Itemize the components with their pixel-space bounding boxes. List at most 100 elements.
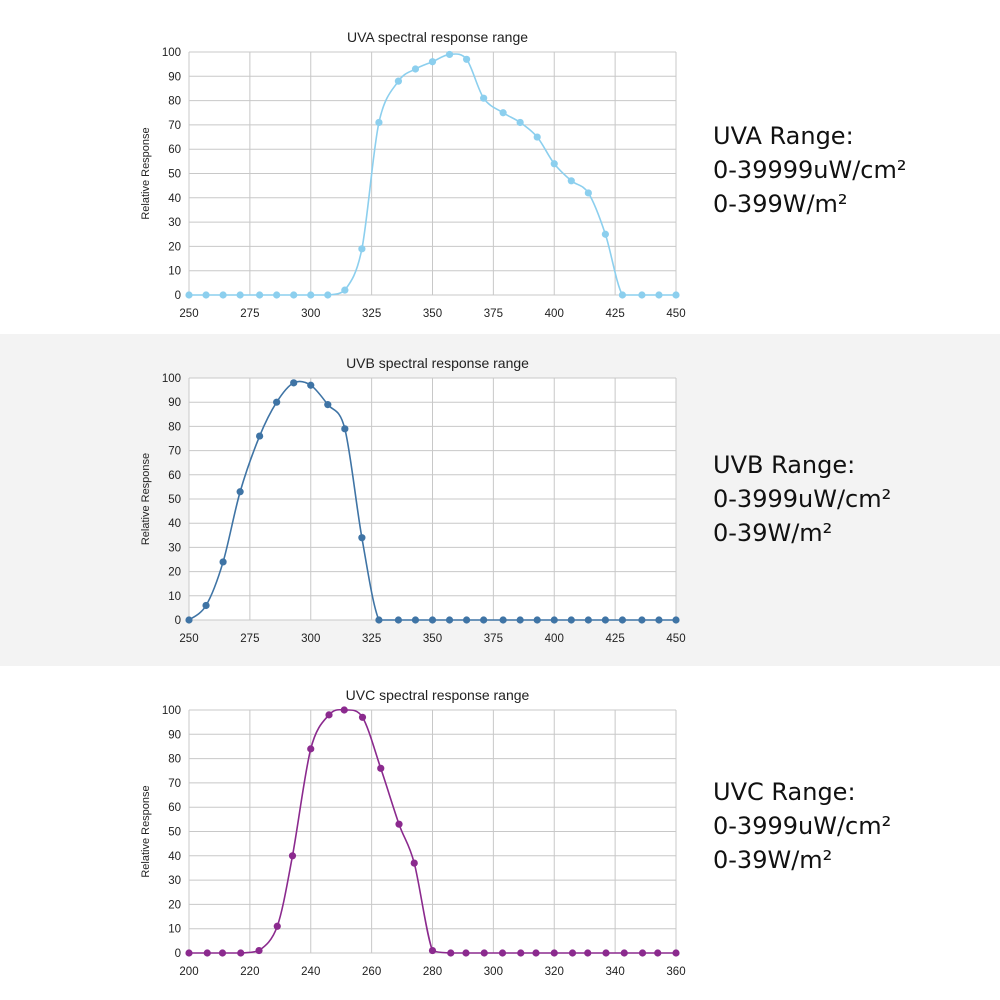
uva-data-point [256, 291, 264, 299]
uvc-range-heading: UVC Range: [713, 778, 856, 806]
uva-data-point [618, 291, 627, 299]
uva-range-uwcm2: 0-39999uW/cm² [713, 156, 907, 184]
uvc-data-point [517, 949, 525, 957]
uvc-data-point [532, 949, 540, 957]
uva-xtick-label: 325 [362, 308, 381, 320]
uva-data-point [411, 65, 420, 73]
uvb-ylabel: Relative Response [140, 453, 152, 545]
uvc-xtick-label: 280 [423, 966, 442, 978]
uva-data-point [358, 245, 366, 253]
uvc-data-point [428, 946, 437, 955]
uvb-xtick-label: 450 [666, 633, 685, 645]
uvb-ytick-label: 80 [168, 421, 181, 433]
uvc-data-point [325, 711, 333, 719]
uva-chart: 0 10 20 30 40 50 60 70 80 90 100 250 275 300 325 350 375… [140, 29, 686, 320]
uvc-data-point [654, 949, 662, 957]
uvb-data-point [462, 616, 471, 624]
uva-ytick-label: 100 [162, 47, 181, 59]
uvb-ytick-label: 100 [162, 373, 181, 385]
uvc-ytick-label: 60 [168, 802, 181, 814]
uvb-data-point [341, 425, 349, 433]
uva-data-point [516, 118, 524, 127]
uvb-range-heading: UVB Range: [713, 451, 856, 479]
uvb-chart: 0 10 20 30 40 50 60 70 80 90 100 250 275 300 325 350 375… [140, 355, 686, 645]
uva-xtick-label: 300 [301, 308, 320, 320]
uvc-data-point [672, 949, 680, 957]
uvb-data-point [256, 432, 264, 440]
uva-data-point [307, 291, 315, 299]
uva-data-point [290, 291, 298, 299]
uvc-range-wm2: 0-39W/m² [713, 846, 833, 874]
uva-data-point [375, 118, 383, 127]
uvc-data-point [237, 949, 245, 957]
uvc-data-point [410, 859, 418, 867]
uvc-xtick-label: 360 [666, 966, 685, 978]
uvb-data-point [480, 616, 488, 624]
uvb-data-point [550, 616, 558, 624]
uvb-data-point [567, 616, 575, 624]
uvc-ytick-label: 20 [168, 899, 181, 911]
uvb-data-point [375, 616, 383, 624]
uvb-data-point [655, 616, 663, 624]
uvb-ytick-label: 70 [168, 446, 181, 458]
uvb-xtick-label: 325 [362, 633, 381, 645]
uva-range-wm2: 0-399W/m² [713, 190, 848, 218]
uva-xtick-label: 250 [179, 308, 198, 320]
uva-ytick-label: 60 [168, 144, 181, 156]
uvc-xtick-label: 220 [240, 966, 259, 978]
uvc-data-point [498, 949, 507, 957]
uvc-ytick-label: 100 [162, 705, 181, 717]
uvc-data-point [185, 949, 193, 957]
uvc-chart-title: UVC spectral response range [346, 687, 530, 703]
uvc-xtick-label: 320 [545, 966, 564, 978]
uvb-xtick-label: 300 [301, 633, 320, 645]
uvc-ytick-label: 0 [175, 948, 181, 960]
uvc-data-point [358, 713, 367, 721]
uva-data-point [185, 291, 193, 299]
uvb-range-text: UVB Range: 0-3999uW/cm² 0-39W/m² [713, 448, 891, 550]
uvc-chart: 0 10 20 30 40 50 60 70 80 90 100 200 220 240 260 280 300… [140, 687, 686, 978]
uvb-ytick-label: 90 [168, 397, 181, 409]
uvb-data-point [516, 616, 524, 624]
uva-data-point [341, 286, 349, 294]
uva-data-point [499, 109, 507, 117]
uva-ytick-label: 30 [168, 217, 181, 229]
uvc-data-point [462, 949, 470, 957]
uvc-data-point [602, 949, 610, 957]
uva-ytick-label: 90 [168, 71, 181, 83]
uvb-data-point [584, 616, 592, 624]
uva-data-point [567, 177, 575, 185]
uva-ytick-label: 50 [168, 169, 181, 181]
uvc-data-point [288, 852, 297, 860]
uvb-ytick-label: 60 [168, 470, 181, 482]
uvc-data-point [377, 764, 385, 772]
uvc-range-uwcm2: 0-3999uW/cm² [713, 812, 892, 840]
uva-ytick-label: 70 [168, 120, 181, 132]
uva-data-point [480, 94, 488, 102]
uvc-data-point [584, 949, 592, 957]
uvc-xtick-label: 300 [484, 966, 503, 978]
uva-data-point [533, 133, 541, 141]
uvc-range-text: UVC Range: 0-3999uW/cm² 0-39W/m² [713, 775, 891, 877]
uvb-xtick-label: 275 [240, 633, 259, 645]
uvb-data-point [236, 488, 244, 496]
uva-data-point [462, 55, 471, 63]
uvc-ylabel: Relative Response [140, 785, 152, 877]
uvb-xtick-label: 425 [606, 633, 625, 645]
uva-data-point [273, 291, 281, 299]
uva-data-point [324, 291, 332, 299]
uvb-ytick-label: 40 [168, 518, 181, 530]
uvb-data-point [185, 616, 193, 624]
uva-ytick-label: 10 [168, 266, 181, 278]
uva-ytick-label: 0 [175, 290, 181, 302]
uva-xtick-label: 350 [423, 308, 442, 320]
uvb-xtick-label: 375 [484, 633, 503, 645]
uvc-xtick-label: 340 [606, 966, 625, 978]
uvc-data-point [218, 949, 227, 957]
uvc-ytick-label: 10 [168, 924, 181, 936]
uva-xtick-label: 375 [484, 308, 503, 320]
uva-data-point [672, 291, 680, 299]
uvb-data-point [618, 616, 627, 624]
uva-data-point [550, 160, 558, 168]
uvb-ytick-label: 30 [168, 542, 181, 554]
